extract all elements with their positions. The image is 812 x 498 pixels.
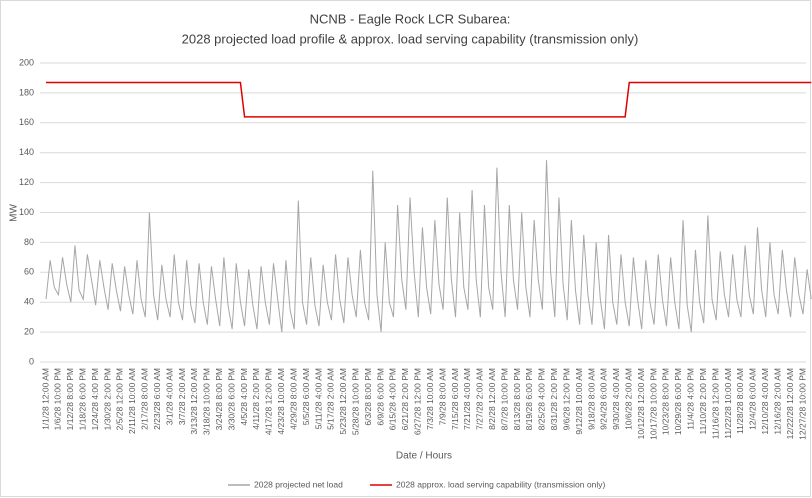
x-tick-label: 8/31/28 2:00 PM — [549, 368, 559, 430]
x-tick-label: 4/17/28 12:00 PM — [264, 368, 274, 435]
y-tick-label: 200 — [19, 57, 34, 67]
x-tick-label: 12/16/28 2:00 AM — [772, 368, 782, 435]
x-tick-label: 8/7/28 10:00 PM — [499, 368, 509, 430]
y-axis-label: MW — [9, 204, 20, 222]
x-tick-label: 7/3/28 10:00 AM — [425, 368, 435, 430]
y-tick-label: 20 — [24, 326, 34, 336]
x-tick-label: 1/24/28 4:00 PM — [90, 368, 100, 430]
x-tick-label: 2/5/28 12:00 PM — [115, 368, 125, 430]
x-tick-label: 1/6/28 10:00 PM — [53, 368, 63, 430]
x-axis-label: Date / Hours — [396, 451, 452, 462]
y-tick-label: 60 — [24, 267, 34, 277]
x-tick-label: 7/9/28 8:00 AM — [437, 368, 447, 425]
x-tick-label: 10/17/28 10:00 PM — [648, 368, 658, 440]
x-tick-label: 1/1/28 12:00 AM — [40, 368, 50, 430]
x-tick-label: 12/10/28 4:00 AM — [760, 368, 770, 435]
y-tick-label: 160 — [19, 117, 34, 127]
legend-label: 2028 approx. load serving capability (tr… — [396, 479, 605, 489]
x-tick-label: 1/30/28 2:00 PM — [102, 368, 112, 430]
x-tick-label: 1/18/28 6:00 PM — [77, 368, 87, 430]
chart-title: NCNB - Eagle Rock LCR Subarea: — [310, 11, 511, 26]
x-tick-label: 12/4/28 6:00 AM — [748, 368, 758, 430]
x-tick-label: 4/29/28 8:00 AM — [288, 368, 298, 430]
x-tick-label: 3/24/28 8:00 PM — [214, 368, 224, 430]
x-tick-label: 1/12/28 8:00 PM — [65, 368, 75, 430]
series-line — [45, 160, 812, 333]
x-tick-label: 2/23/28 6:00 AM — [152, 368, 162, 430]
x-tick-label: 5/17/28 2:00 AM — [326, 368, 336, 430]
x-tick-label: 4/5/28 4:00 PM — [239, 368, 249, 426]
x-tick-label: 9/12/28 10:00 AM — [574, 368, 584, 435]
y-tick-label: 0 — [29, 356, 34, 366]
x-tick-label: 5/23/28 12:00 AM — [338, 368, 348, 435]
x-tick-label: 4/23/28 10:00 AM — [276, 368, 286, 435]
y-tick-label: 140 — [19, 147, 34, 157]
x-tick-label: 2/17/28 8:00 AM — [140, 368, 150, 430]
x-tick-label: 11/4/28 4:00 PM — [686, 368, 696, 430]
x-tick-label: 3/1/28 4:00 AM — [164, 368, 174, 425]
x-tick-label: 8/13/28 8:00 PM — [512, 368, 522, 430]
x-tick-label: 9/30/28 4:00 AM — [611, 368, 621, 430]
x-tick-label: 7/27/28 2:00 AM — [475, 368, 485, 430]
x-tick-label: 10/6/28 2:00 AM — [624, 368, 634, 430]
x-tick-label: 6/9/28 6:00 PM — [375, 368, 385, 426]
x-tick-label: 6/15/28 4:00 PM — [388, 368, 398, 430]
x-tick-label: 2/11/28 10:00 AM — [127, 368, 137, 434]
legend-label: 2028 projected net load — [254, 479, 343, 489]
x-tick-label: 6/21/28 2:00 PM — [400, 368, 410, 430]
x-tick-label: 12/22/28 12:00 AM — [785, 368, 795, 439]
chart-subtitle: 2028 projected load profile & approx. lo… — [182, 31, 639, 46]
x-tick-label: 6/3/28 8:00 PM — [363, 368, 373, 426]
y-tick-label: 120 — [19, 177, 34, 187]
x-tick-label: 10/23/28 8:00 PM — [661, 368, 671, 435]
y-tick-label: 100 — [19, 207, 34, 217]
x-tick-label: 9/6/28 12:00 PM — [561, 368, 571, 430]
x-tick-label: 5/11/28 4:00 AM — [313, 368, 323, 429]
x-tick-label: 5/28/28 10:00 PM — [350, 368, 360, 435]
y-tick-label: 40 — [24, 297, 34, 307]
x-tick-label: 9/18/28 8:00 AM — [586, 368, 596, 430]
x-tick-label: 8/19/28 6:00 PM — [524, 368, 534, 430]
x-tick-label: 12/27/28 10:00 PM — [797, 368, 807, 440]
x-tick-label: 3/30/28 6:00 PM — [226, 368, 236, 430]
x-tick-label: 4/11/28 2:00 PM — [251, 368, 261, 430]
x-tick-label: 7/21/28 4:00 AM — [462, 368, 472, 430]
x-tick-label: 3/7/28 2:00 AM — [177, 368, 187, 425]
x-tick-label: 9/24/28 6:00 AM — [599, 368, 609, 430]
x-tick-label: 10/29/28 6:00 PM — [673, 368, 683, 435]
x-tick-label: 10/12/28 12:00 AM — [636, 368, 646, 439]
x-tick-label: 3/18/28 10:00 PM — [202, 368, 212, 435]
y-tick-label: 80 — [24, 237, 34, 247]
series-line — [46, 81, 812, 118]
x-tick-label: 5/5/28 6:00 AM — [301, 368, 311, 425]
x-tick-label: 8/25/28 4:00 PM — [537, 368, 547, 430]
x-tick-label: 7/15/28 6:00 AM — [450, 368, 460, 430]
x-tick-label: 11/28/28 8:00 AM — [735, 368, 745, 434]
x-tick-label: 11/16/28 12:00 PM — [710, 368, 720, 439]
x-tick-label: 3/13/28 12:00 AM — [189, 368, 199, 435]
x-tick-label: 6/27/28 12:00 PM — [413, 368, 423, 435]
y-tick-label: 180 — [19, 87, 34, 97]
x-tick-label: 11/10/28 2:00 PM — [698, 368, 708, 434]
x-tick-label: 11/22/28 10:00 AM — [723, 368, 733, 439]
x-tick-label: 8/2/28 12:00 AM — [487, 368, 497, 430]
